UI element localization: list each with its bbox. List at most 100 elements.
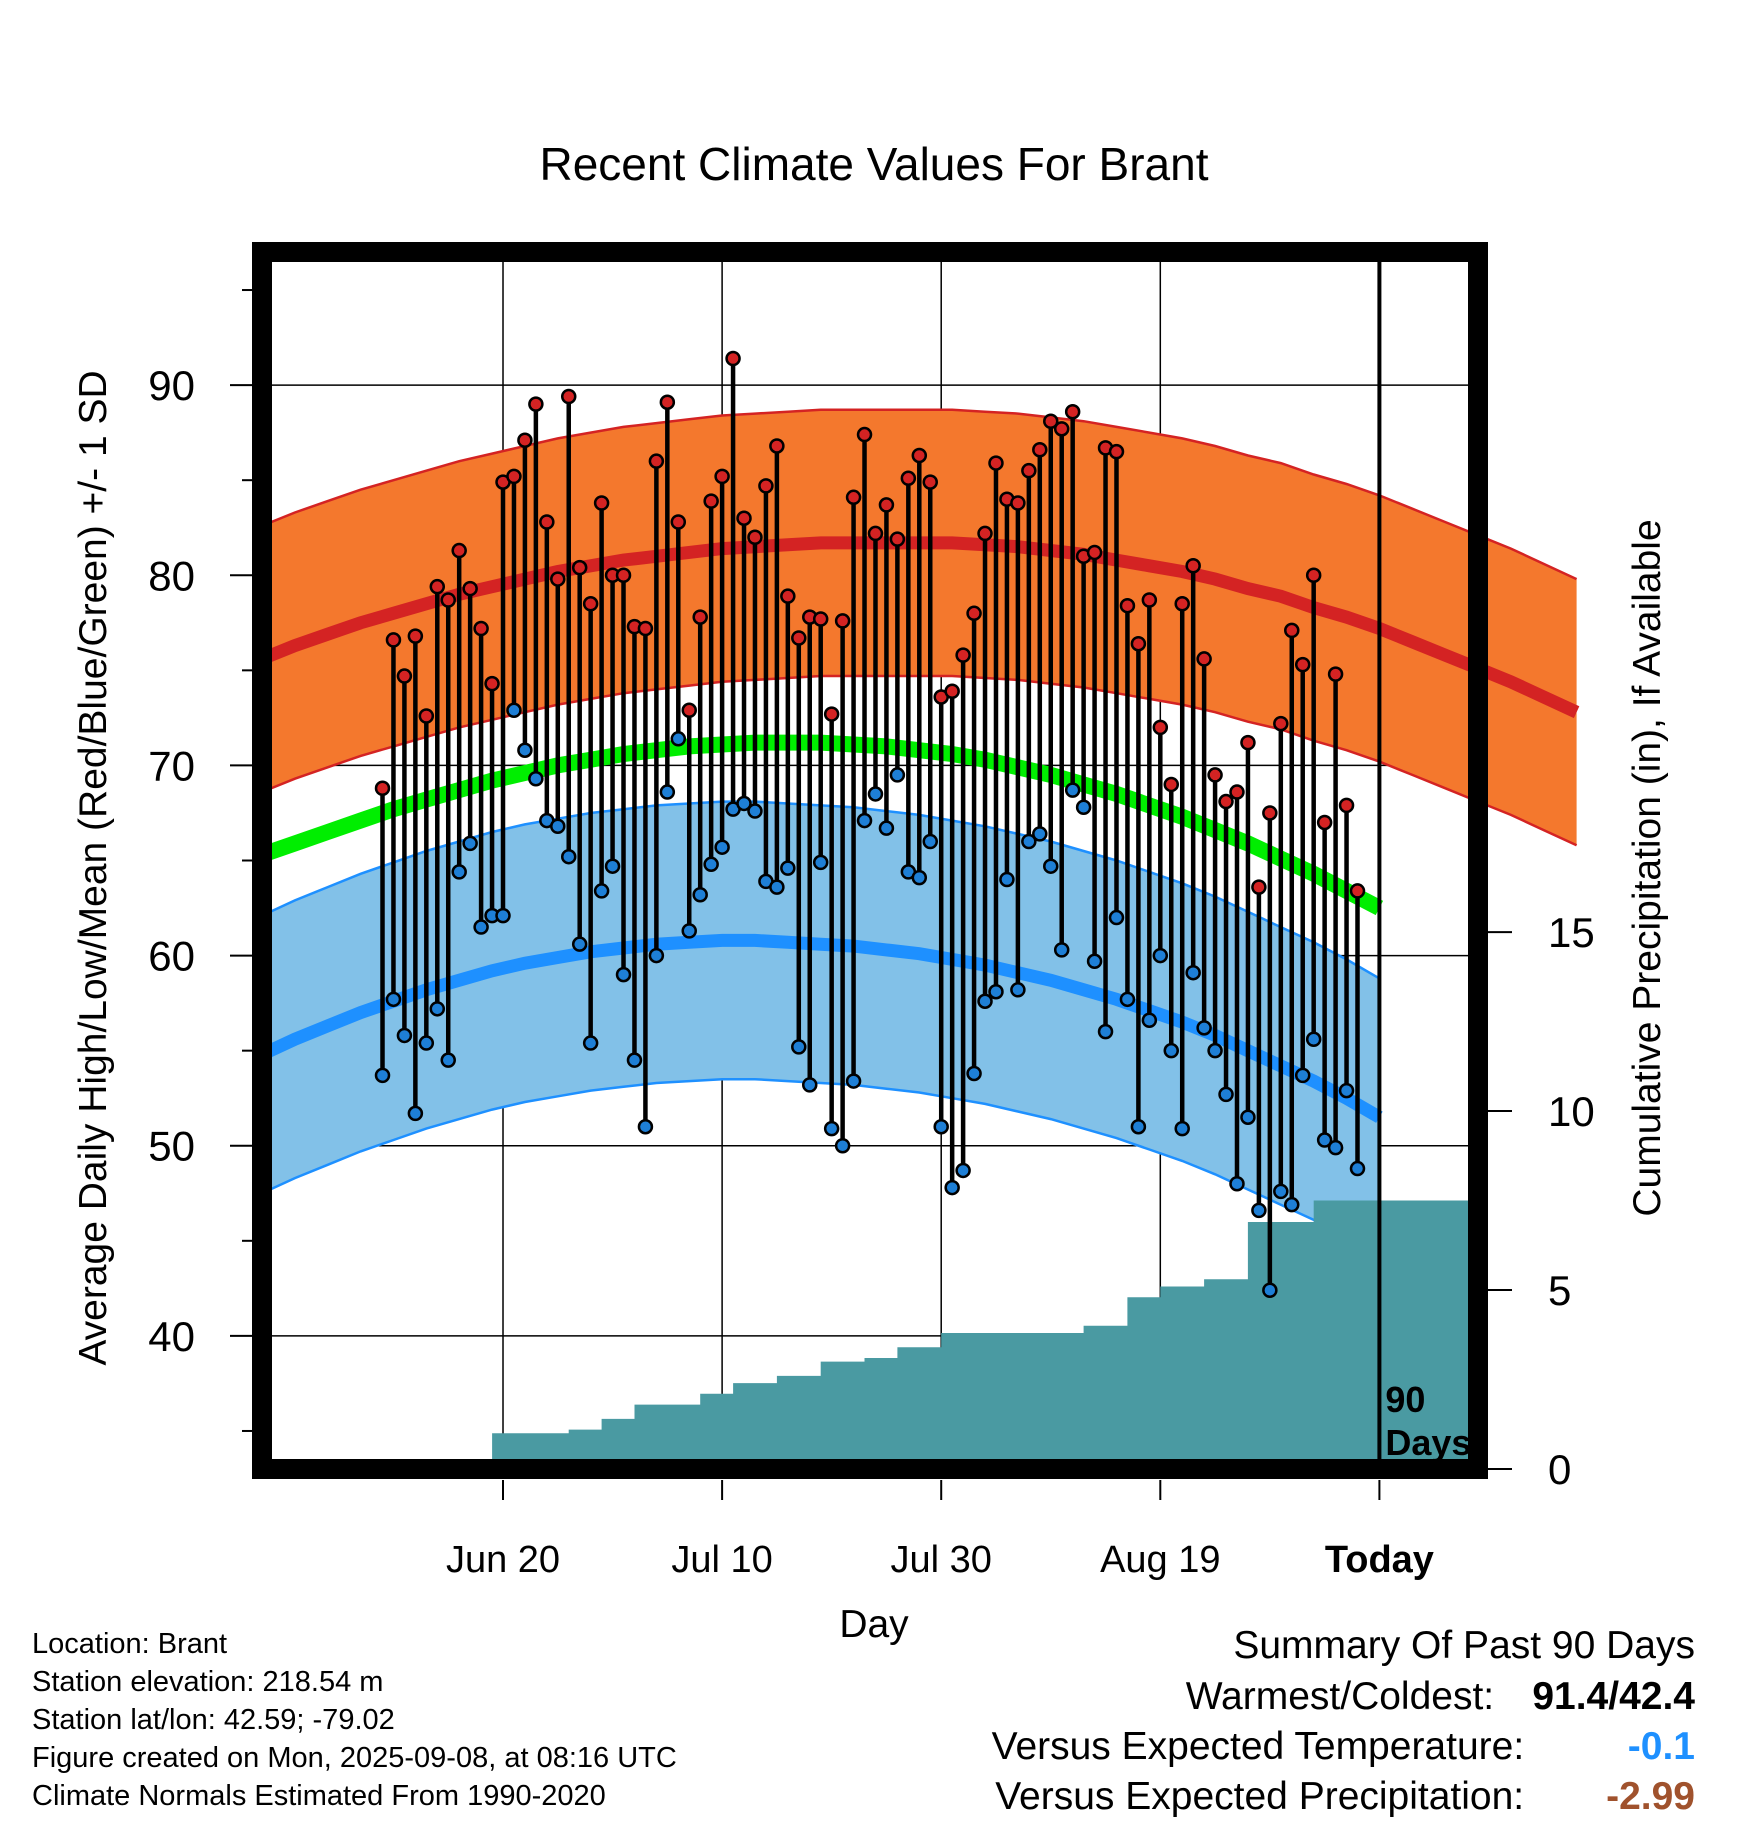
daily-high-point — [374, 780, 391, 796]
daily-high-point — [889, 531, 906, 547]
daily-high-point — [1196, 651, 1212, 667]
daily-low-point — [1305, 1031, 1322, 1047]
daily-high-point — [812, 611, 829, 627]
daily-high-point — [637, 620, 654, 637]
y2-tick-label: 0 — [1548, 1446, 1571, 1493]
daily-low-point — [1284, 1196, 1300, 1213]
y-tick-label: 60 — [148, 933, 195, 980]
y-tick-label: 80 — [148, 552, 195, 599]
daily-high-point — [988, 455, 1004, 471]
daily-high-point — [977, 525, 993, 542]
temp-departure-value: -0.1 — [1627, 1725, 1695, 1768]
daily-low-point — [834, 1137, 851, 1154]
daily-low-point — [955, 1162, 971, 1179]
y2-axis-label: Cumulative Precipitation (in), If Availa… — [1626, 519, 1669, 1216]
daily-high-point — [1119, 597, 1136, 614]
daily-low-point — [823, 1120, 840, 1137]
marker-label-days: Days — [1385, 1422, 1471, 1463]
summary-title: Summary Of Past 90 Days — [1233, 1624, 1695, 1667]
daily-low-point — [462, 835, 478, 852]
daily-low-point — [867, 786, 884, 802]
daily-low-point — [1316, 1132, 1333, 1148]
daily-high-point — [823, 706, 840, 722]
daily-high-point — [1086, 544, 1103, 561]
daily-high-point — [560, 388, 577, 405]
daily-low-point — [1196, 1020, 1212, 1036]
daily-low-point — [571, 936, 588, 952]
daily-low-point — [1218, 1086, 1234, 1103]
created-text: Figure created on Mon, 2025-09-08, at 08… — [32, 1742, 677, 1774]
y2-tick-label: 10 — [1548, 1088, 1595, 1135]
daily-high-point — [659, 394, 676, 410]
daily-high-point — [1130, 635, 1147, 652]
daily-high-point — [1141, 592, 1158, 608]
daily-high-point — [878, 497, 895, 513]
daily-high-point — [1207, 767, 1223, 783]
daily-low-point — [626, 1052, 643, 1068]
daily-high-point — [1152, 719, 1169, 736]
daily-low-point — [429, 1001, 446, 1017]
y-tick-label: 40 — [148, 1313, 195, 1360]
daily-low-point — [1273, 1183, 1289, 1200]
daily-low-point — [604, 858, 621, 874]
x-axis-label: Day — [839, 1603, 909, 1646]
daily-low-point — [703, 856, 719, 873]
temp-departure-label: Versus Expected Temperature: — [991, 1725, 1525, 1768]
daily-low-point — [528, 770, 544, 787]
daily-high-point — [856, 426, 873, 443]
daily-low-point — [1097, 1023, 1114, 1040]
daily-high-point — [1163, 776, 1180, 793]
daily-high-point — [681, 702, 697, 719]
daily-high-point — [692, 609, 708, 625]
daily-low-point — [440, 1052, 456, 1068]
location-text: Location: Brant — [32, 1628, 228, 1660]
daily-low-point — [1251, 1202, 1267, 1219]
normals-text: Climate Normals Estimated From 1990-2020 — [32, 1780, 606, 1812]
marker-label-number: 90 — [1385, 1379, 1425, 1420]
daily-high-point — [747, 529, 763, 545]
normal-low-lower-line — [261, 1077, 1381, 1258]
daily-high-point — [966, 605, 982, 622]
daily-high-point — [736, 510, 752, 526]
daily-low-point — [407, 1105, 424, 1122]
daily-low-point — [506, 702, 522, 719]
daily-low-point — [1240, 1109, 1256, 1125]
daily-low-point — [550, 818, 566, 835]
daily-low-point — [988, 983, 1004, 1000]
y-tick-label: 90 — [148, 362, 195, 409]
daily-high-point — [1053, 421, 1070, 437]
daily-low-point — [1010, 982, 1026, 998]
daily-high-point — [725, 350, 741, 367]
y2-tick-label: 15 — [1548, 909, 1595, 956]
daily-low-point — [1032, 826, 1048, 842]
daily-high-point — [396, 668, 413, 684]
daily-high-point — [1273, 715, 1289, 732]
daily-high-point — [867, 525, 884, 542]
daily-high-point — [1305, 567, 1322, 584]
daily-high-point — [451, 542, 467, 559]
daily-high-point — [1010, 495, 1026, 511]
daily-low-point — [966, 1065, 982, 1082]
daily-high-point — [615, 567, 632, 584]
daily-high-point — [1294, 656, 1311, 673]
daily-high-point — [703, 493, 719, 509]
daily-low-point — [845, 1073, 862, 1089]
daily-low-point — [670, 731, 687, 747]
daily-high-point — [1032, 442, 1048, 458]
daily-high-point — [1262, 805, 1278, 821]
daily-low-point — [747, 803, 763, 819]
daily-low-point — [1338, 1082, 1355, 1099]
daily-high-point — [418, 708, 435, 724]
temp-departure-row: Versus Expected Temperature: -0.1 — [992, 1722, 1695, 1772]
daily-high-point — [1338, 797, 1355, 814]
daily-high-point — [1284, 622, 1300, 639]
warm-cold-value: 91.4/42.4 — [1532, 1675, 1695, 1718]
daily-high-point — [1108, 443, 1125, 460]
daily-high-point — [1185, 558, 1201, 574]
x-tick-label: Aug 19 — [1100, 1539, 1220, 1581]
daily-high-point — [1251, 879, 1267, 895]
daily-high-point — [539, 514, 555, 530]
daily-high-point — [922, 474, 939, 490]
daily-low-point — [1086, 953, 1103, 970]
summary-panel: Summary Of Past 90 Days Warmest/Coldest:… — [992, 1620, 1695, 1822]
